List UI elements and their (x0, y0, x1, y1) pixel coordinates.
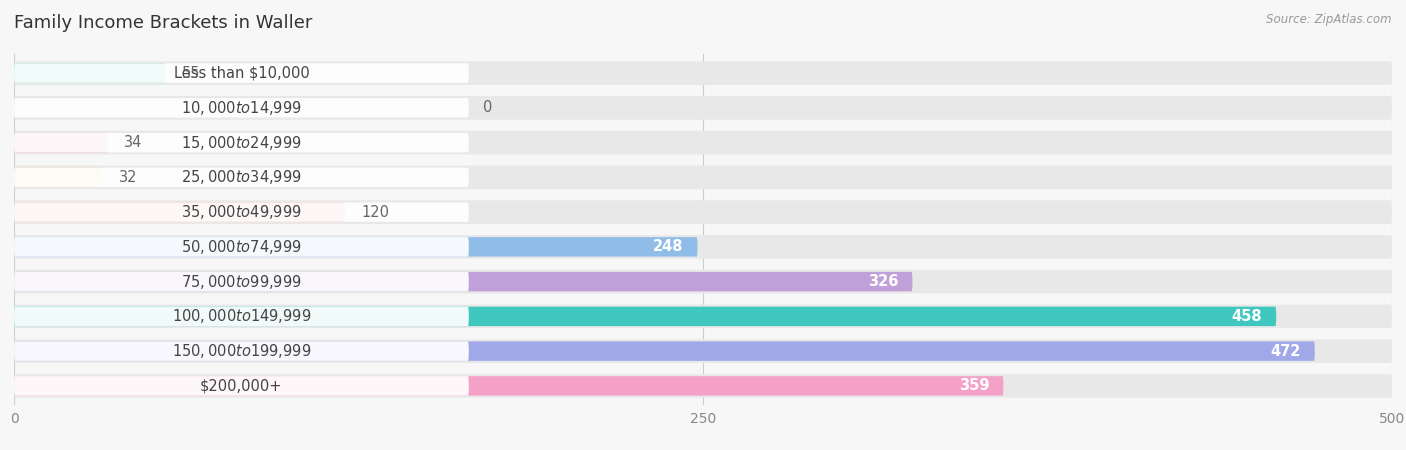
Text: Source: ZipAtlas.com: Source: ZipAtlas.com (1267, 14, 1392, 27)
FancyBboxPatch shape (14, 376, 468, 396)
FancyBboxPatch shape (14, 272, 912, 291)
Text: 0: 0 (482, 100, 492, 115)
FancyBboxPatch shape (14, 133, 468, 153)
FancyBboxPatch shape (14, 270, 1392, 293)
FancyBboxPatch shape (14, 342, 468, 361)
FancyBboxPatch shape (14, 339, 1392, 363)
Text: 458: 458 (1232, 309, 1263, 324)
Text: 359: 359 (959, 378, 990, 393)
Text: $200,000+: $200,000+ (200, 378, 283, 393)
FancyBboxPatch shape (14, 131, 1392, 154)
Text: Less than $10,000: Less than $10,000 (173, 66, 309, 81)
FancyBboxPatch shape (14, 374, 1392, 398)
Text: $100,000 to $149,999: $100,000 to $149,999 (172, 307, 311, 325)
Text: 34: 34 (124, 135, 142, 150)
FancyBboxPatch shape (14, 168, 103, 187)
FancyBboxPatch shape (14, 63, 468, 83)
Text: 32: 32 (118, 170, 138, 185)
FancyBboxPatch shape (14, 63, 166, 83)
FancyBboxPatch shape (14, 376, 1004, 396)
FancyBboxPatch shape (14, 272, 468, 291)
Text: 472: 472 (1271, 344, 1301, 359)
Text: Family Income Brackets in Waller: Family Income Brackets in Waller (14, 14, 312, 32)
Text: $35,000 to $49,999: $35,000 to $49,999 (181, 203, 302, 221)
FancyBboxPatch shape (14, 168, 468, 187)
FancyBboxPatch shape (14, 202, 468, 222)
FancyBboxPatch shape (14, 96, 1392, 120)
FancyBboxPatch shape (14, 305, 1392, 328)
FancyBboxPatch shape (14, 306, 468, 326)
FancyBboxPatch shape (14, 98, 468, 117)
Text: $10,000 to $14,999: $10,000 to $14,999 (181, 99, 302, 117)
FancyBboxPatch shape (14, 235, 1392, 259)
FancyBboxPatch shape (14, 202, 344, 222)
FancyBboxPatch shape (14, 237, 697, 256)
Text: 55: 55 (183, 66, 201, 81)
FancyBboxPatch shape (14, 342, 1315, 361)
Text: $50,000 to $74,999: $50,000 to $74,999 (181, 238, 302, 256)
FancyBboxPatch shape (14, 306, 1277, 326)
Text: 248: 248 (654, 239, 683, 254)
Text: $75,000 to $99,999: $75,000 to $99,999 (181, 273, 302, 291)
Text: 326: 326 (869, 274, 898, 289)
FancyBboxPatch shape (14, 166, 1392, 189)
FancyBboxPatch shape (14, 237, 468, 256)
FancyBboxPatch shape (14, 133, 108, 153)
Text: 120: 120 (361, 205, 389, 220)
FancyBboxPatch shape (14, 200, 1392, 224)
FancyBboxPatch shape (14, 61, 1392, 85)
Text: $150,000 to $199,999: $150,000 to $199,999 (172, 342, 311, 360)
Text: $25,000 to $34,999: $25,000 to $34,999 (181, 168, 302, 186)
Text: $15,000 to $24,999: $15,000 to $24,999 (181, 134, 302, 152)
